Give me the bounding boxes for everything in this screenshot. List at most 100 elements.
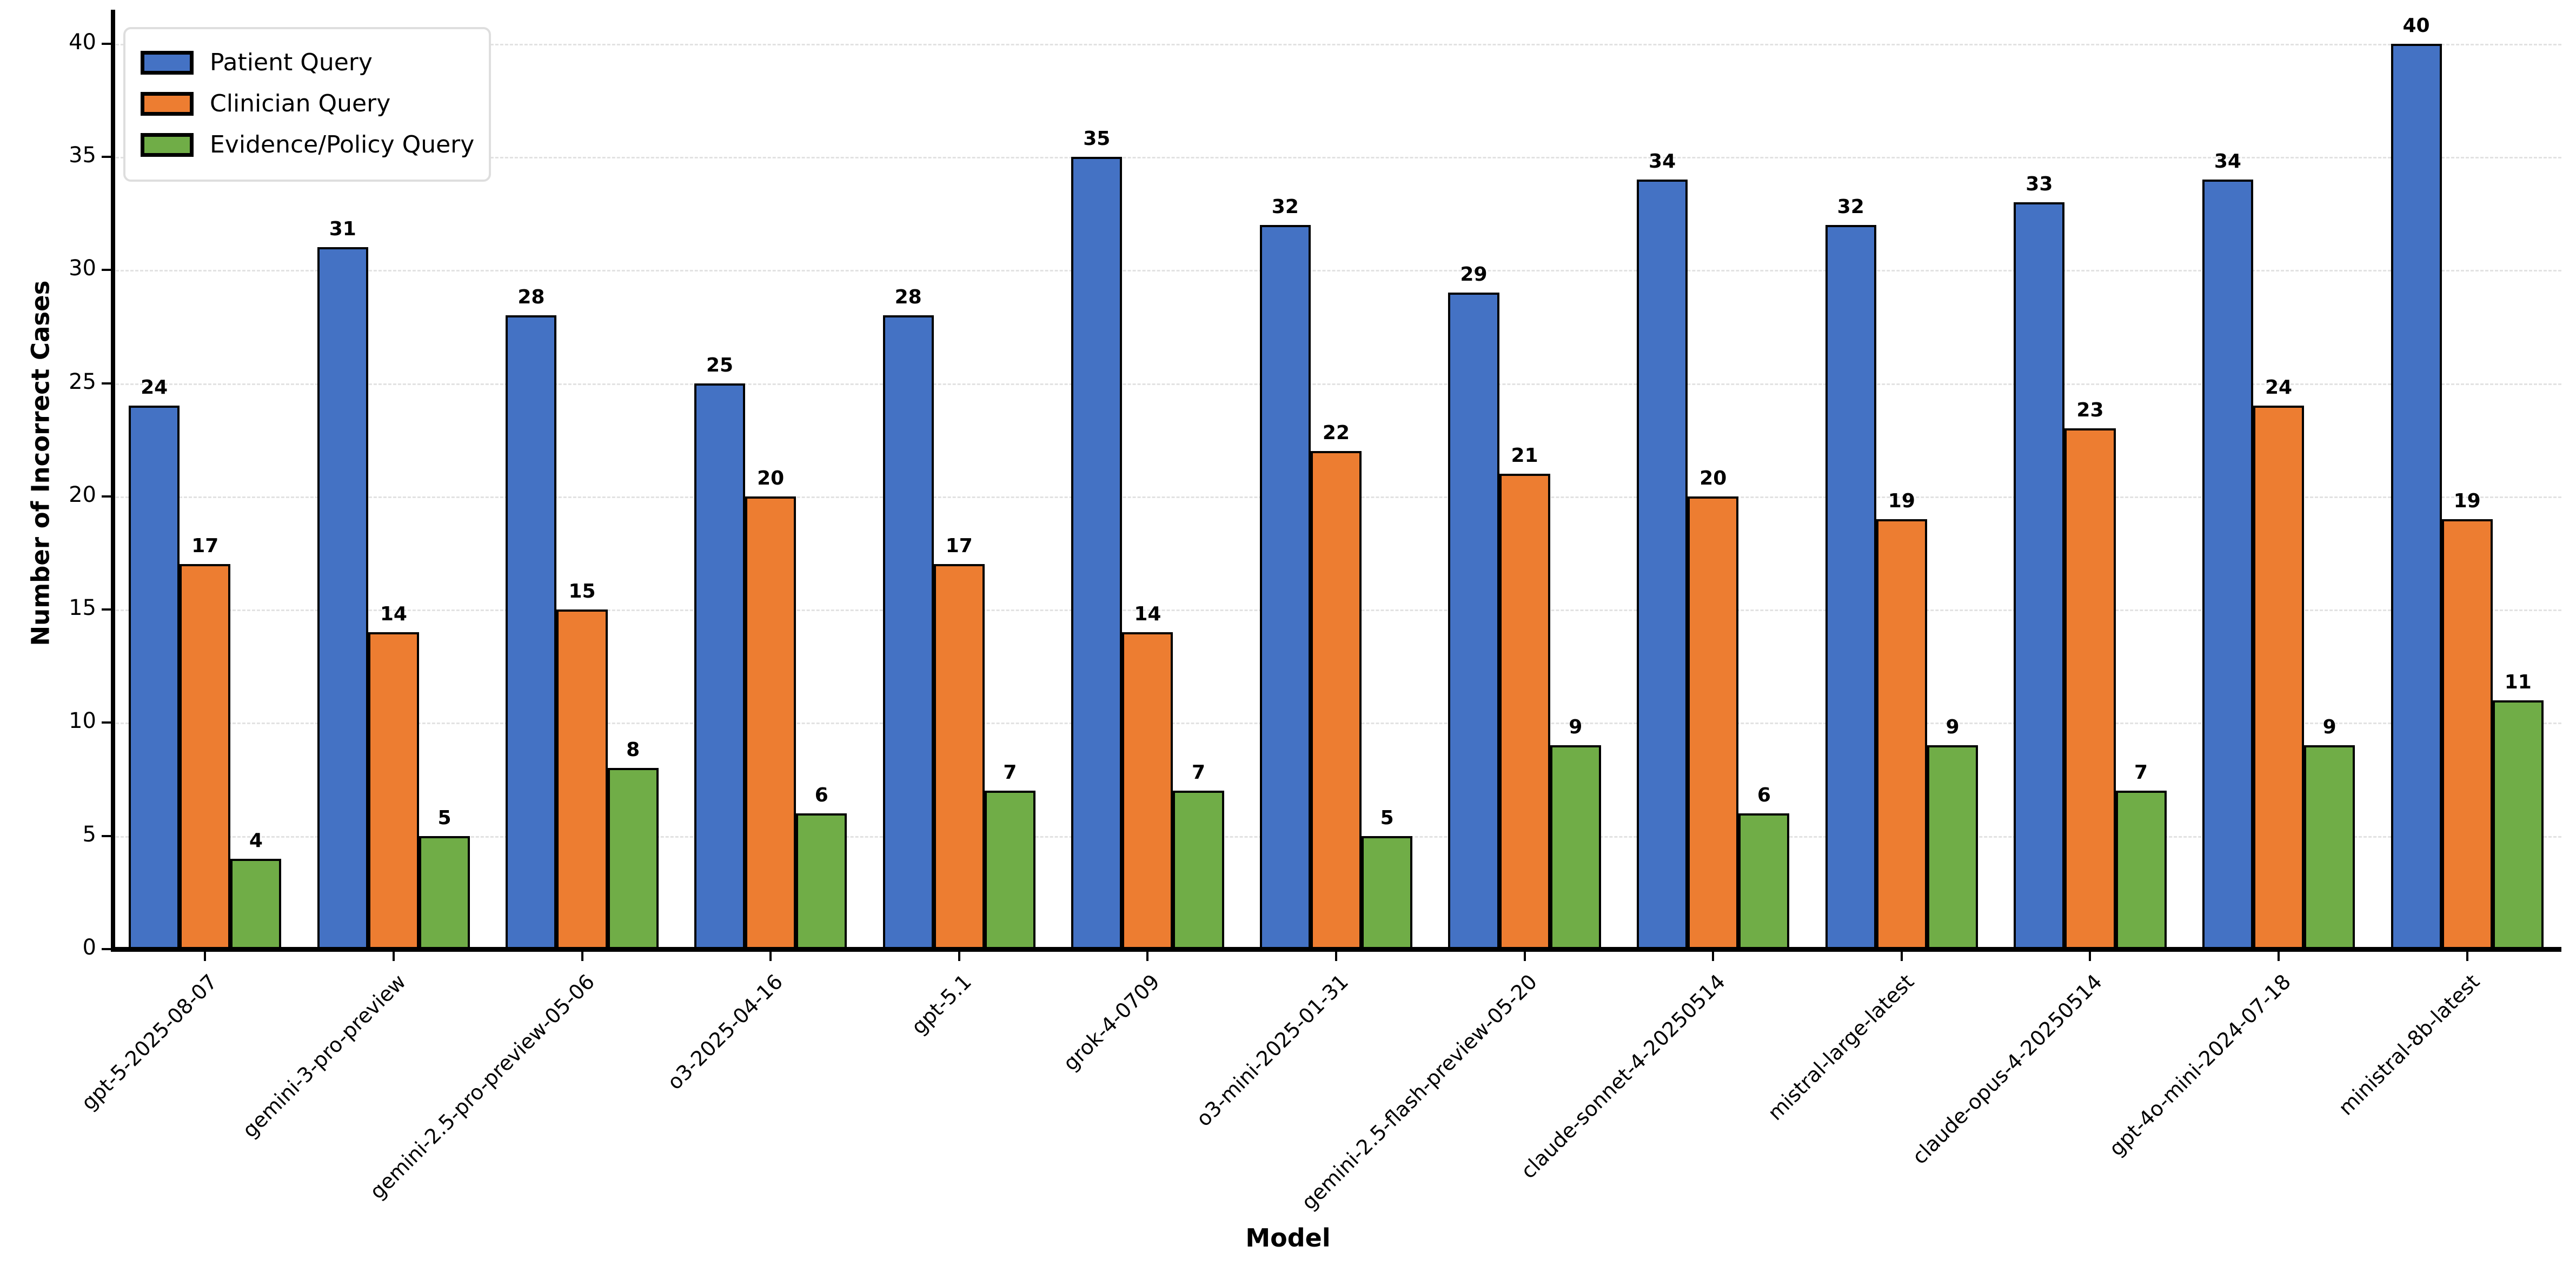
bar-value-label: 8 (626, 739, 640, 761)
legend-label: Evidence/Policy Query (210, 131, 475, 158)
bar (1876, 519, 1927, 949)
bar-value-label: 9 (1569, 716, 1583, 739)
bar-value-label: 19 (2453, 489, 2481, 512)
x-axis-tick (1523, 952, 1526, 961)
y-axis-tick (102, 382, 111, 385)
y-axis-tick (102, 721, 111, 724)
y-axis-tick (102, 269, 111, 271)
x-axis-tick (581, 952, 583, 961)
bar-value-label: 9 (1946, 716, 1960, 739)
y-axis-tick (102, 834, 111, 837)
x-axis-tick (392, 952, 395, 961)
bar-value-label: 17 (945, 535, 973, 558)
bar (506, 315, 557, 949)
bar-value-label: 21 (1511, 445, 1538, 467)
gridline (111, 383, 2561, 385)
bar-value-label: 34 (2214, 150, 2241, 173)
y-axis-title: Number of Incorrect Cases (26, 280, 55, 646)
y-axis-tick-label: 0 (82, 935, 96, 960)
bar (180, 564, 231, 949)
bar (694, 383, 746, 949)
bar-value-label: 33 (2026, 173, 2053, 195)
bar (1259, 224, 1311, 949)
bar-value-label: 35 (1083, 128, 1111, 150)
gridline (111, 270, 2561, 272)
legend-swatch-icon (141, 133, 194, 157)
bar (2202, 179, 2253, 949)
gridline (111, 157, 2561, 159)
bar-value-label: 6 (1757, 784, 1771, 806)
bar-value-label: 22 (1322, 422, 1350, 445)
y-axis-tick (102, 156, 111, 158)
x-axis-spine (111, 947, 2561, 952)
bar-value-label: 6 (814, 784, 828, 806)
x-axis-tick (1900, 952, 1903, 961)
bar-value-label: 4 (249, 829, 263, 852)
bar (1122, 632, 1173, 949)
bar (796, 813, 847, 949)
x-axis-tick (769, 952, 772, 961)
bar-value-label: 9 (2322, 716, 2336, 739)
bar-value-label: 25 (706, 354, 734, 376)
x-axis-tick (2089, 952, 2092, 961)
legend-label: Patient Query (210, 49, 373, 76)
bar-value-label: 14 (380, 603, 407, 626)
bar-value-label: 28 (894, 286, 922, 309)
x-axis-tick (2466, 952, 2468, 961)
y-axis-tick (102, 495, 111, 498)
bar-value-label: 28 (517, 286, 545, 309)
bar (1738, 813, 1790, 949)
bar-value-label: 32 (1837, 195, 1864, 218)
bar-value-label: 11 (2504, 671, 2532, 693)
legend-swatch-icon (141, 92, 194, 116)
bar (2115, 791, 2167, 949)
chart-legend: Patient Query Clinician Query Evidence/Pol… (123, 27, 491, 182)
legend-item-1[interactable]: Clinician Query (141, 83, 474, 124)
bar-value-label: 24 (141, 376, 168, 399)
bar (1688, 496, 1739, 949)
bar (1173, 791, 1224, 949)
legend-item-0[interactable]: Patient Query (141, 42, 474, 83)
bar (2304, 745, 2355, 949)
legend-item-2[interactable]: Evidence/Policy Query (141, 124, 474, 165)
bar (2441, 519, 2493, 949)
bar (933, 564, 985, 949)
bar-value-label: 24 (2265, 376, 2293, 399)
x-axis-tick (958, 952, 960, 961)
bar (2064, 428, 2116, 949)
bar-value-label: 29 (1460, 263, 1488, 286)
bar-value-label: 7 (1191, 761, 1206, 784)
y-axis-tick (102, 42, 111, 45)
bar (1825, 224, 1876, 949)
bar (2391, 43, 2442, 949)
bar-value-label: 7 (2134, 761, 2148, 784)
bar (230, 858, 282, 949)
bar (1499, 474, 1550, 949)
bar (129, 406, 180, 949)
bar (607, 768, 659, 949)
bar-value-label: 23 (2076, 399, 2104, 422)
bar (317, 247, 368, 949)
bar-value-label: 14 (1134, 603, 1161, 626)
bar (1071, 157, 1123, 949)
bar (2492, 700, 2544, 949)
bar-value-label: 32 (1271, 195, 1299, 218)
y-axis-tick (102, 608, 111, 611)
plot-area: 24 17 4 31 14 5 28 15 8 25 20 6 28 17 7 35 14 7 32 22 5 29 21 9… (111, 10, 2561, 949)
bar-value-label: 7 (1003, 761, 1017, 784)
y-axis-tick-label: 15 (69, 595, 96, 621)
bar (368, 632, 419, 949)
bar (745, 496, 796, 949)
x-axis-tick (2278, 952, 2280, 961)
bar-value-label: 34 (1649, 150, 1676, 173)
y-axis-tick-label: 25 (69, 369, 96, 394)
bar (1927, 745, 1979, 949)
bar-value-label: 40 (2402, 14, 2430, 37)
bar (2253, 406, 2305, 949)
y-axis-spine (111, 10, 115, 949)
bar (984, 791, 1035, 949)
legend-swatch-icon (141, 51, 194, 75)
x-axis-tick (1712, 952, 1715, 961)
bar (419, 836, 470, 949)
y-axis-tick-label: 30 (69, 256, 96, 281)
